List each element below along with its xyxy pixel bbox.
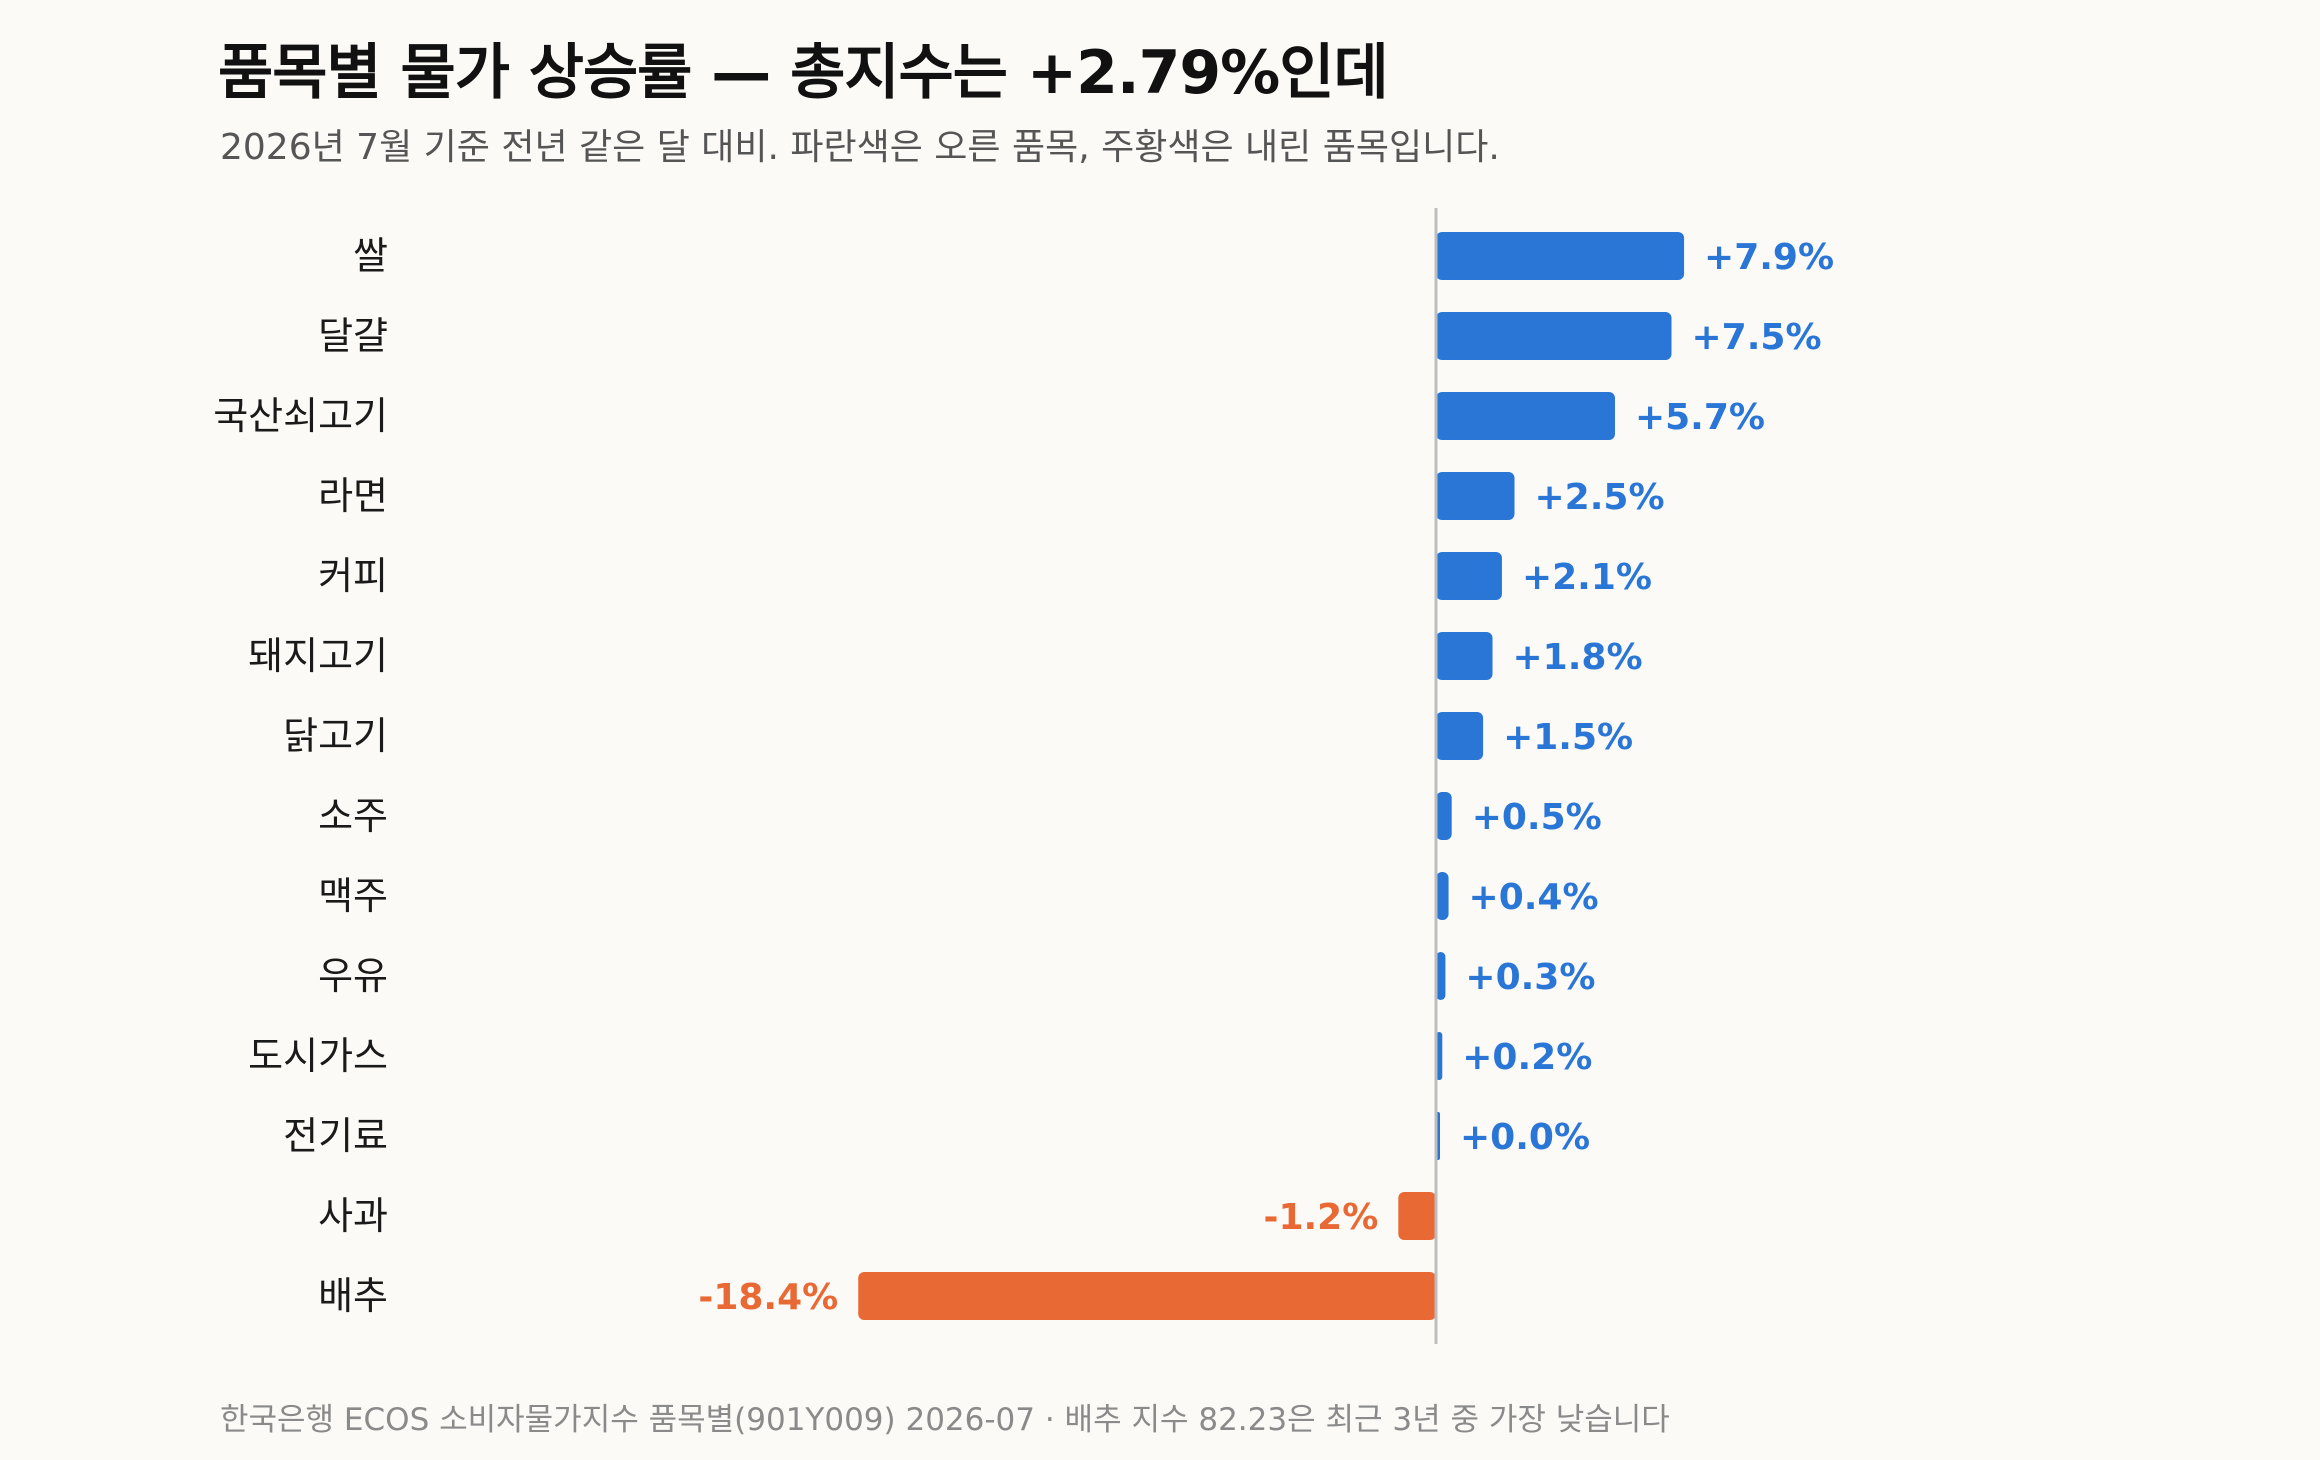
bar-chart: 쌀 +7.9% 달걀 +7.5% 국산쇠고기 +5.7% 라면 +2.5% 커피 +2.1% 돼지고… bbox=[213, 208, 1834, 1344]
bar-4 bbox=[1436, 472, 1515, 520]
value-label: +2.5% bbox=[1535, 477, 1665, 518]
bar-10 bbox=[1436, 952, 1446, 1000]
category-label: 커피 bbox=[318, 554, 388, 598]
bar-3 bbox=[1436, 392, 1615, 440]
bar-11 bbox=[1436, 1032, 1443, 1080]
value-label: +0.4% bbox=[1469, 877, 1599, 918]
bar-9 bbox=[1436, 872, 1449, 920]
value-label: +0.3% bbox=[1465, 957, 1595, 998]
labels-layer: 쌀 +7.9% 달걀 +7.5% 국산쇠고기 +5.7% 라면 +2.5% 커피 +2.1% 돼지고… bbox=[213, 234, 1834, 1318]
value-label: +5.7% bbox=[1635, 397, 1765, 438]
bar-14 bbox=[858, 1272, 1436, 1320]
bar-2 bbox=[1436, 312, 1672, 360]
value-label: +1.8% bbox=[1513, 637, 1643, 678]
category-label: 배추 bbox=[318, 1274, 388, 1318]
category-label: 쌀 bbox=[353, 234, 388, 278]
value-label: -1.2% bbox=[1264, 1197, 1379, 1238]
value-label: +7.9% bbox=[1704, 237, 1834, 278]
value-label: +2.1% bbox=[1522, 557, 1652, 598]
value-label: +0.0% bbox=[1460, 1117, 1590, 1158]
chart-title: 품목별 물가 상승률 — 총지수는 +2.79%인데 bbox=[218, 38, 1389, 108]
category-label: 우유 bbox=[318, 954, 388, 998]
category-label: 맥주 bbox=[318, 874, 388, 918]
category-label: 사과 bbox=[318, 1194, 388, 1238]
chart-subtitle: 2026년 7월 기준 전년 같은 달 대비. 파란색은 오른 품목, 주황색은… bbox=[220, 127, 1500, 168]
bar-7 bbox=[1436, 712, 1484, 760]
value-label: +0.5% bbox=[1472, 797, 1602, 838]
category-label: 닭고기 bbox=[283, 714, 388, 758]
source-note: 한국은행 ECOS 소비자물가지수 품목별(901Y009) 2026-07 ·… bbox=[220, 1402, 1670, 1438]
bar-6 bbox=[1436, 632, 1493, 680]
category-label: 전기료 bbox=[283, 1114, 388, 1158]
bar-1 bbox=[1436, 232, 1685, 280]
value-label: +7.5% bbox=[1692, 317, 1822, 358]
category-label: 라면 bbox=[318, 474, 388, 518]
bar-8 bbox=[1436, 792, 1452, 840]
category-label: 국산쇠고기 bbox=[213, 394, 388, 438]
value-label: -18.4% bbox=[698, 1277, 838, 1318]
value-label: +0.2% bbox=[1462, 1037, 1592, 1078]
category-label: 달걀 bbox=[318, 314, 388, 358]
value-label: +1.5% bbox=[1503, 717, 1633, 758]
bar-5 bbox=[1436, 552, 1502, 600]
bar-13 bbox=[1398, 1192, 1436, 1240]
category-label: 도시가스 bbox=[248, 1034, 388, 1078]
bars-layer bbox=[858, 232, 1685, 1320]
category-label: 돼지고기 bbox=[248, 634, 388, 678]
category-label: 소주 bbox=[318, 794, 388, 838]
